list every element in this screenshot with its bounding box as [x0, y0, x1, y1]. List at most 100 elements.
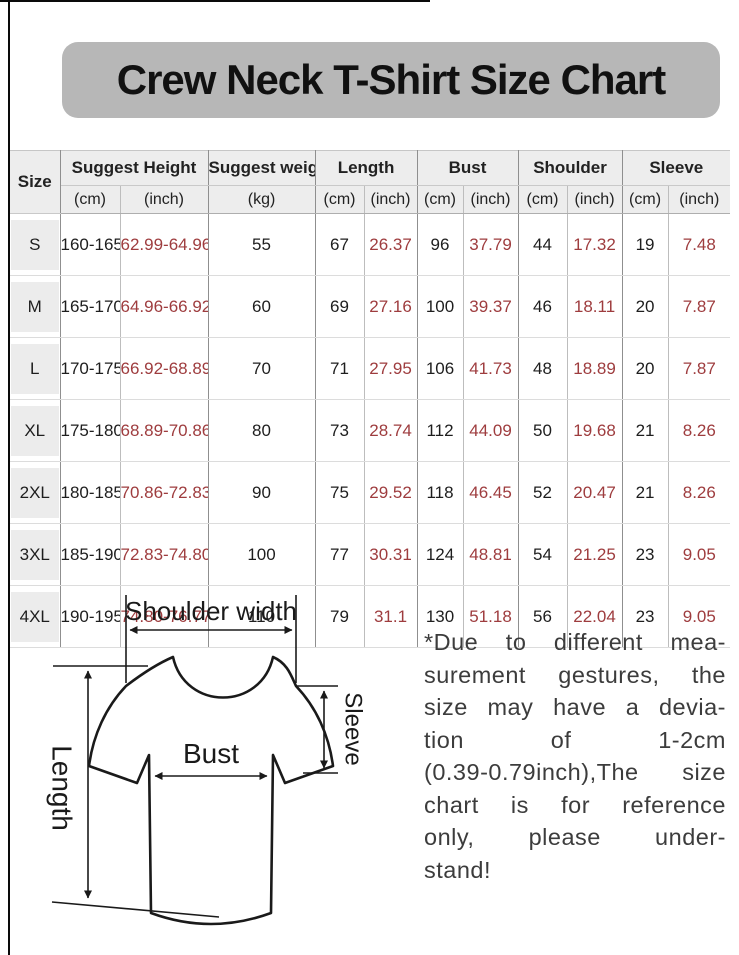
sleeve-measure [296, 685, 338, 774]
note-line: tion of 1-2cm [424, 726, 726, 753]
col-header-shoulder: Shoulder [518, 150, 623, 186]
cell-sleeve-cm: 21 [622, 461, 669, 524]
note-line: only, please under- [424, 824, 726, 850]
cell-size: XL [10, 399, 61, 462]
cell-bust-inch: 51.18 [463, 585, 519, 648]
title-banner: Crew Neck T-Shirt Size Chart [62, 42, 720, 118]
subheader-length-inch: (inch) [364, 185, 418, 214]
subheader-shoulder-inch: (inch) [567, 185, 623, 214]
length-measure [51, 665, 220, 918]
cell-length-inch: 29.52 [364, 461, 418, 524]
cell-shoulder-inch: 20.47 [567, 461, 623, 524]
cell-length-cm: 79 [315, 585, 365, 648]
cell-size: 2XL [10, 461, 61, 524]
table-row: 3XL 185-190 72.83-74.80 100 77 30.31 124… [10, 523, 731, 586]
cell-height-inch: 74.80-76.77 [120, 585, 209, 648]
cell-sleeve-inch: 8.26 [668, 461, 731, 524]
shoulder-width-measure [125, 595, 297, 683]
subheader-height-inch: (inch) [120, 185, 209, 214]
cell-shoulder-inch: 18.11 [567, 275, 623, 338]
cell-height-cm: 190-195 [60, 585, 121, 648]
cell-height-cm: 175-180 [60, 399, 121, 462]
cell-bust-cm: 118 [417, 461, 464, 524]
note-line: *Due to different mea- [424, 629, 726, 655]
shoulder-width-label: Shoulder width [125, 596, 297, 626]
cell-shoulder-cm: 54 [518, 523, 568, 586]
note-line: size may have a devia- [424, 694, 726, 720]
cell-weight-kg: 70 [208, 337, 316, 400]
cell-weight-kg: 55 [208, 213, 316, 276]
cell-sleeve-cm: 23 [622, 585, 669, 648]
cell-length-inch: 27.16 [364, 275, 418, 338]
cell-weight-kg: 110 [208, 585, 316, 648]
cell-length-inch: 26.37 [364, 213, 418, 276]
cell-bust-inch: 41.73 [463, 337, 519, 400]
subheader-weight-kg: (kg) [208, 185, 316, 214]
cell-sleeve-cm: 23 [622, 523, 669, 586]
subheader-shoulder-cm: (cm) [518, 185, 568, 214]
table-row: L 170-175 66.92-68.89 70 71 27.95 106 41… [10, 337, 731, 400]
cell-sleeve-cm: 21 [622, 399, 669, 462]
cell-bust-inch: 46.45 [463, 461, 519, 524]
cell-height-inch: 72.83-74.80 [120, 523, 209, 586]
deviation-note: *Due to different mea- surement gestures… [424, 626, 726, 886]
cell-sleeve-inch: 8.26 [668, 399, 731, 462]
cell-bust-cm: 112 [417, 399, 464, 462]
cell-bust-inch: 39.37 [463, 275, 519, 338]
cell-height-inch: 62.99-64.96 [120, 213, 209, 276]
note-line: stand! [424, 856, 492, 883]
cell-weight-kg: 100 [208, 523, 316, 586]
subheader-height-cm: (cm) [60, 185, 121, 214]
note-line: chart is for reference [424, 791, 726, 818]
sleeve-label: Sleeve [340, 692, 367, 765]
cell-shoulder-inch: 17.32 [567, 213, 623, 276]
cell-size: M [10, 275, 61, 338]
cell-size: 3XL [10, 523, 61, 586]
cell-bust-cm: 100 [417, 275, 464, 338]
cell-shoulder-inch: 21.25 [567, 523, 623, 586]
cell-sleeve-cm: 20 [622, 275, 669, 338]
col-header-sleeve: Sleeve [622, 150, 731, 186]
cell-shoulder-cm: 44 [518, 213, 568, 276]
cell-length-cm: 67 [315, 213, 365, 276]
cell-height-inch: 70.86-72.83 [120, 461, 209, 524]
cell-size: S [10, 213, 61, 276]
col-header-suggest-height: Suggest Height [60, 150, 209, 186]
subheader-bust-inch: (inch) [463, 185, 519, 214]
cell-bust-inch: 44.09 [463, 399, 519, 462]
cell-sleeve-inch: 7.87 [668, 275, 731, 338]
size-table: Size Suggest Height Suggest weight Lengt… [10, 150, 731, 648]
cell-shoulder-inch: 18.89 [567, 337, 623, 400]
cell-length-inch: 30.31 [364, 523, 418, 586]
cell-sleeve-inch: 9.05 [668, 523, 731, 586]
cell-size: 4XL [10, 585, 61, 648]
cell-bust-cm: 96 [417, 213, 464, 276]
table-row: XL 175-180 68.89-70.86 80 73 28.74 112 4… [10, 399, 731, 462]
cell-height-cm: 185-190 [60, 523, 121, 586]
cell-shoulder-inch: 22.04 [567, 585, 623, 648]
col-header-bust: Bust [417, 150, 519, 186]
bust-label: Bust [183, 738, 239, 769]
cell-bust-inch: 48.81 [463, 523, 519, 586]
subheader-length-cm: (cm) [315, 185, 365, 214]
cell-weight-kg: 80 [208, 399, 316, 462]
top-frame-line [0, 0, 430, 2]
tshirt-measurement-diagram: Shoulder width Sleeve Bust Length [33, 583, 418, 955]
cell-sleeve-cm: 20 [622, 337, 669, 400]
cell-height-cm: 170-175 [60, 337, 121, 400]
cell-height-cm: 180-185 [60, 461, 121, 524]
subheader-sleeve-cm: (cm) [622, 185, 669, 214]
cell-weight-kg: 90 [208, 461, 316, 524]
note-line: surement gestures, the [424, 661, 726, 688]
left-frame-line [8, 0, 10, 955]
col-header-suggest-weight: Suggest weight [208, 150, 316, 186]
table-row: 4XL 190-195 74.80-76.77 110 79 31.1 130 … [10, 585, 731, 648]
cell-sleeve-inch: 7.87 [668, 337, 731, 400]
table-row: S 160-165 62.99-64.96 55 67 26.37 96 37.… [10, 213, 731, 276]
cell-length-inch: 31.1 [364, 585, 418, 648]
cell-sleeve-cm: 19 [622, 213, 669, 276]
cell-length-cm: 77 [315, 523, 365, 586]
cell-shoulder-cm: 56 [518, 585, 568, 648]
cell-height-cm: 165-170 [60, 275, 121, 338]
cell-shoulder-cm: 46 [518, 275, 568, 338]
